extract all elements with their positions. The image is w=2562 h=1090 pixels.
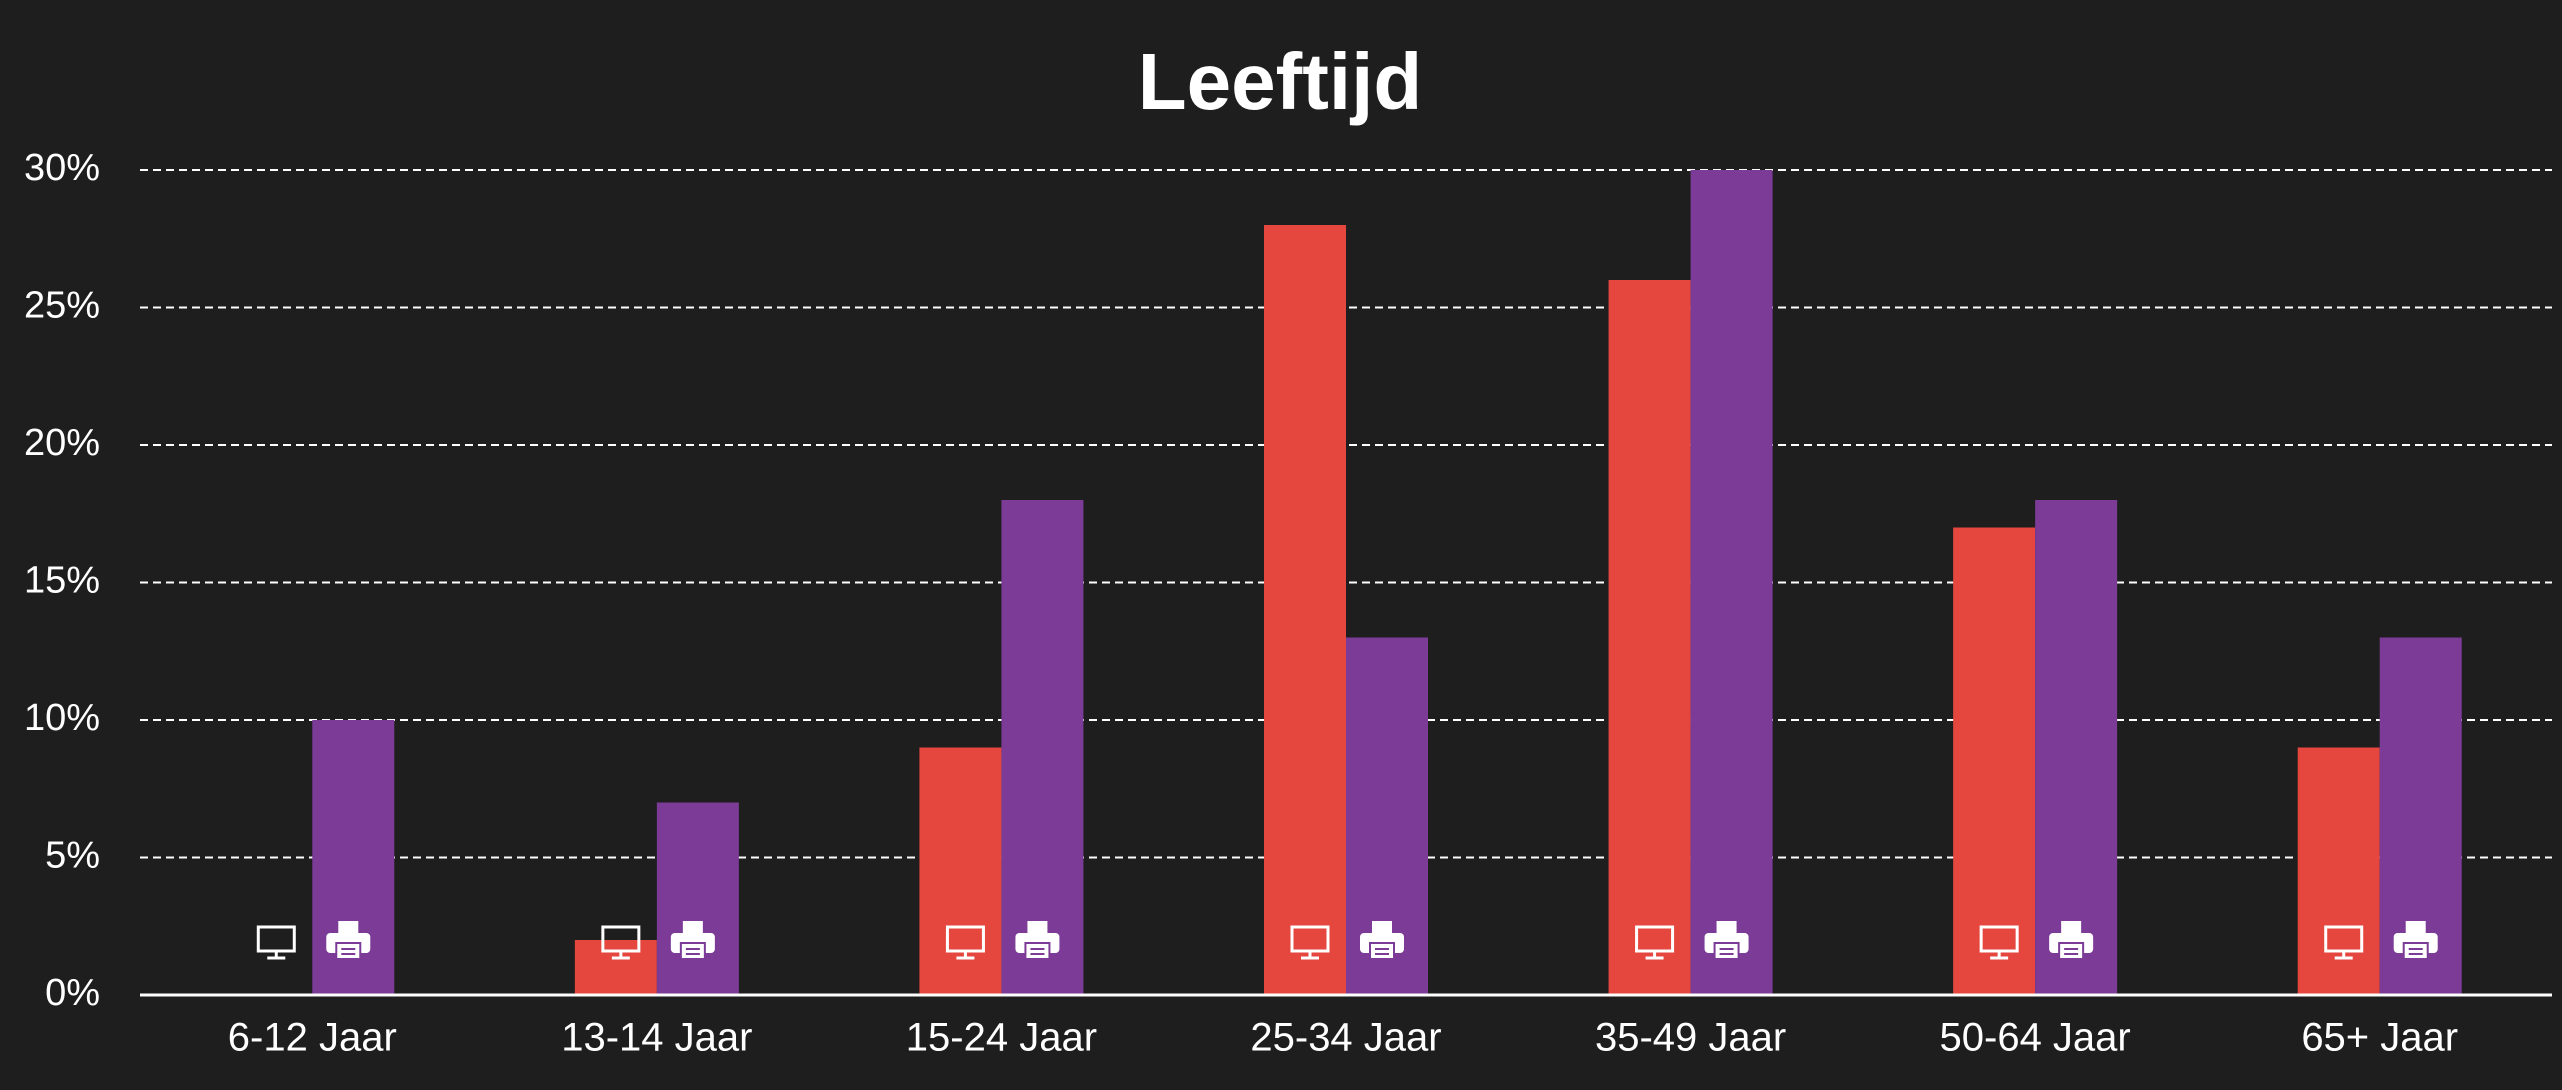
icon-part: [338, 921, 359, 933]
y-tick-label: 0%: [45, 972, 100, 1014]
icon-part: [2405, 921, 2426, 933]
y-tick-label: 30%: [24, 147, 100, 189]
icon-part: [2058, 942, 2085, 960]
bar: [574, 940, 657, 995]
printer-icon: [670, 921, 715, 960]
printer-icon: [1015, 921, 1060, 960]
icon-part: [1369, 942, 1395, 960]
bar: [2297, 747, 2380, 995]
printer-icon: [2393, 921, 2438, 960]
y-tick-label: 20%: [24, 422, 100, 464]
y-tick-label: 10%: [24, 697, 100, 739]
x-tick-label: 65+ Jaar: [2301, 1016, 2458, 1060]
bar: [1264, 225, 1346, 995]
bar: [919, 747, 1002, 995]
monitor-icon: [1979, 925, 2019, 960]
monitor-icon: [1290, 925, 1330, 960]
icon-part: [2061, 921, 2082, 933]
icon-part: [1716, 921, 1737, 933]
monitor-icon: [945, 925, 985, 960]
y-tick-label: 15%: [24, 560, 100, 602]
x-tick-label: 50-64 Jaar: [1940, 1016, 2131, 1060]
monitor-icon: [256, 925, 296, 960]
chart-title: Leeftijd: [1138, 37, 1422, 126]
icon-part: [2402, 942, 2429, 960]
printer-icon: [2049, 921, 2094, 960]
x-tick-label: 35-49 Jaar: [1595, 1016, 1786, 1060]
x-tick-label: 15-24 Jaar: [906, 1016, 1097, 1060]
icon-part: [335, 942, 362, 960]
bar: [1001, 500, 1084, 995]
x-tick-label: 25-34 Jaar: [1250, 1016, 1441, 1060]
bar: [656, 802, 739, 995]
bar: [2035, 500, 2118, 995]
icon-part: [1372, 921, 1392, 933]
printer-icon: [326, 921, 371, 960]
bar: [1953, 527, 2036, 995]
bar: [1608, 280, 1691, 995]
printer-icon: [1704, 921, 1749, 960]
icon-part: [1713, 942, 1740, 960]
y-tick-label: 5%: [45, 835, 100, 877]
x-tick-label: 13-14 Jaar: [561, 1016, 752, 1060]
printer-icon: [1360, 921, 1404, 960]
icon-part: [682, 921, 703, 933]
icon-part: [679, 942, 706, 960]
icon-part: [1027, 921, 1048, 933]
y-tick-label: 25%: [24, 285, 100, 327]
monitor-icon: [1635, 925, 1675, 960]
monitor-icon: [2324, 925, 2364, 960]
bar: [1690, 170, 1773, 995]
monitor-icon: [601, 925, 641, 960]
icon-part: [1024, 942, 1051, 960]
x-tick-label: 6-12 Jaar: [228, 1016, 397, 1060]
